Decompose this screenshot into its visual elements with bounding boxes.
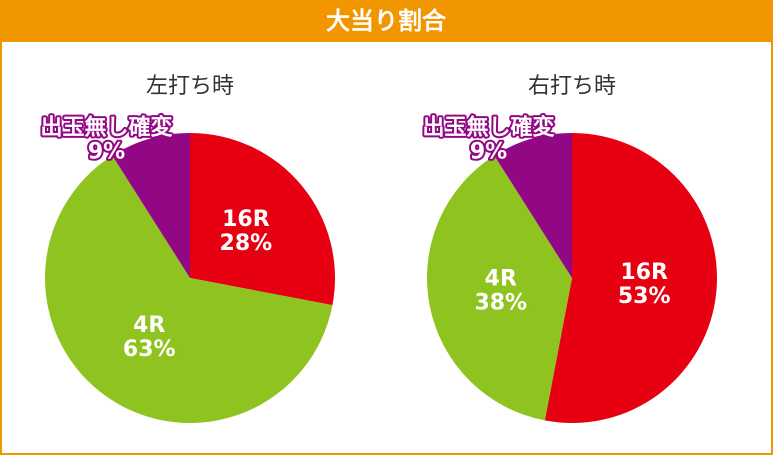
slice-label: 出玉無し確変 [423, 115, 555, 141]
header-bar [0, 0, 773, 42]
value-label: 28% [220, 231, 273, 256]
slice-label: 16R [620, 260, 668, 285]
pie-slice [494, 133, 572, 278]
value-label: 9% [88, 140, 125, 165]
value-label: 38% [474, 291, 527, 316]
pie-slice [112, 133, 190, 278]
slice-label: 4R [485, 267, 517, 292]
pie-slice [190, 133, 335, 306]
chart-title: 左打ち時 [146, 74, 234, 99]
chart-title: 右打ち時 [528, 74, 616, 99]
header-title: 大当り割合 [326, 7, 447, 35]
slice-label: 4R [133, 313, 165, 338]
value-label: 63% [123, 337, 176, 362]
value-label: 9% [470, 140, 507, 165]
pie-slice [426, 155, 572, 421]
pie-slice [45, 155, 333, 423]
slice-label: 16R [222, 207, 270, 232]
value-label: 53% [618, 284, 671, 309]
slice-label: 出玉無し確変 [41, 115, 173, 141]
pie-slice [544, 133, 717, 423]
